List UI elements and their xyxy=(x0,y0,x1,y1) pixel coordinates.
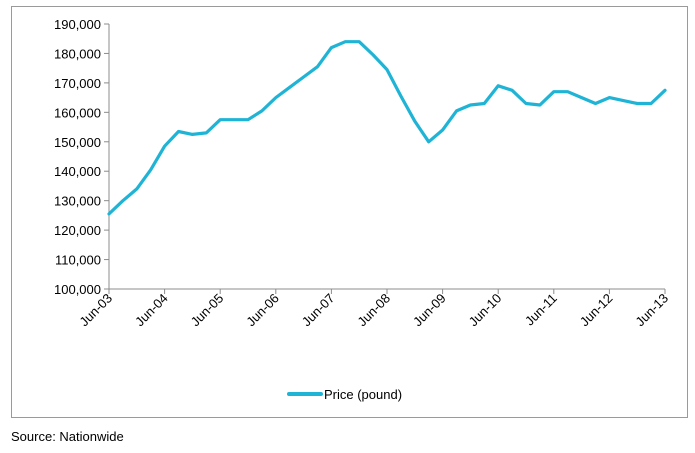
y-tick-label: 180,000 xyxy=(54,46,101,61)
y-tick-labels: 100,000 110,000 120,000 130,000 140,000 150,0… xyxy=(54,17,101,297)
y-tick-label: 140,000 xyxy=(54,164,101,179)
legend: Price (pound) xyxy=(287,387,402,402)
x-tick-label: Jun-04 xyxy=(132,291,171,330)
legend-label: Price (pound) xyxy=(324,387,402,402)
y-tick-label: 120,000 xyxy=(54,223,101,238)
y-tick-label: 130,000 xyxy=(54,194,101,209)
x-tick-label: Jun-09 xyxy=(410,291,449,330)
series-layer xyxy=(107,40,667,216)
y-tick-label: 170,000 xyxy=(54,76,101,91)
y-tick-label: 190,000 xyxy=(54,17,101,32)
chart-frame: 100,000 110,000 120,000 130,000 140,000 150,0… xyxy=(11,6,688,418)
axes-layer xyxy=(104,23,666,294)
x-tick-label: Jun-07 xyxy=(299,291,338,330)
series-line-price xyxy=(107,40,667,216)
y-tick-label: 160,000 xyxy=(54,105,101,120)
x-tick-label: Jun-05 xyxy=(188,291,227,330)
x-tick-label: Jun-08 xyxy=(354,291,393,330)
y-tick-label: 110,000 xyxy=(55,253,101,268)
x-tick-label: Jun-12 xyxy=(577,291,616,330)
x-tick-label: Jun-06 xyxy=(243,291,282,330)
y-tick-label: 100,000 xyxy=(54,282,101,297)
x-tick-labels: Jun-03 Jun-04 Jun-05 Jun-06 Jun-07 Jun-08 Jun-… xyxy=(76,291,671,330)
y-tick-label: 150,000 xyxy=(54,135,101,150)
x-tick-label: Jun-11 xyxy=(522,291,560,329)
x-tick-label: Jun-13 xyxy=(632,291,671,330)
chart-svg: 100,000 110,000 120,000 130,000 140,000 150,0… xyxy=(54,17,671,402)
source-note: Source: Nationwide xyxy=(11,429,124,444)
x-tick-label: Jun-10 xyxy=(466,291,505,330)
